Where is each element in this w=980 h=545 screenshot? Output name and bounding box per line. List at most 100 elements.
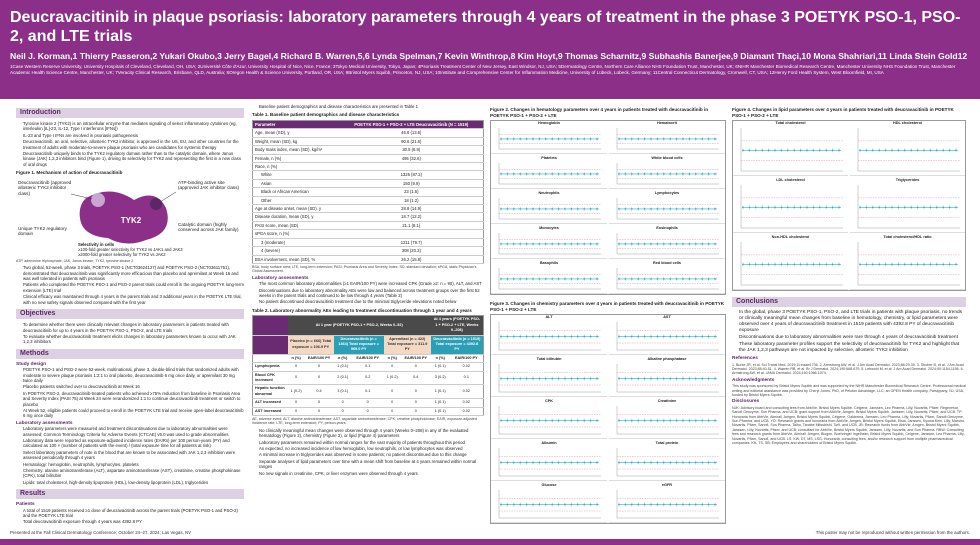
row-label: Other <box>252 196 340 206</box>
figure-grid: Total cholesterol HDL cholesterol LDL chol… <box>732 120 966 292</box>
cell: 0 <box>304 371 334 386</box>
point <box>583 173 586 176</box>
cell: 0.1 <box>351 362 384 372</box>
point <box>767 206 770 209</box>
column: Figure 2. Changes in hematology paramete… <box>490 104 726 524</box>
point <box>707 173 710 176</box>
point <box>624 138 627 141</box>
bullet: Deucravacitinib uniquely binds to the TY… <box>23 151 244 167</box>
table-row: Race, n (%) <box>252 162 484 172</box>
point <box>570 173 573 176</box>
point <box>532 243 534 246</box>
label: Deucravacitinib (approved allosteric TYK… <box>18 179 72 196</box>
point <box>694 420 697 422</box>
point <box>596 336 598 338</box>
point <box>780 149 783 152</box>
point <box>643 420 646 422</box>
point <box>675 336 678 338</box>
point <box>806 206 808 209</box>
point <box>675 278 678 281</box>
point <box>637 208 640 211</box>
point <box>596 462 598 464</box>
point <box>643 173 646 176</box>
point <box>512 208 515 211</box>
bullet: Placebo patients switched over to deucra… <box>23 384 244 389</box>
header-cell <box>252 335 288 355</box>
point <box>812 263 815 266</box>
cell: 1211 (79.7) <box>339 238 484 248</box>
point <box>682 278 684 281</box>
point <box>544 208 547 211</box>
panel-title: Red blood cells <box>652 261 682 266</box>
point <box>637 173 640 176</box>
point <box>707 462 710 464</box>
point <box>500 243 502 246</box>
point <box>570 378 573 380</box>
point <box>618 278 620 281</box>
subheading: Acknowledgments <box>732 377 775 383</box>
point <box>884 263 887 266</box>
point <box>754 263 757 266</box>
point <box>630 420 633 422</box>
panel-plot <box>498 198 601 220</box>
point <box>589 243 592 246</box>
row-label: Female, n (%) <box>252 154 340 164</box>
panel-title: eGFR <box>661 483 673 488</box>
panel-title: Total protein <box>655 441 679 446</box>
point <box>682 462 684 464</box>
point <box>793 263 796 266</box>
row-label: Disease duration, mean (SD), y <box>252 212 340 222</box>
point <box>551 336 554 338</box>
sub-header: EAIR/100 PY <box>449 354 484 364</box>
point <box>538 420 541 422</box>
point <box>576 336 579 338</box>
cell: 0 <box>304 398 334 408</box>
point <box>630 243 633 246</box>
cell: 0 <box>351 407 384 417</box>
point <box>512 420 515 422</box>
point <box>662 173 665 176</box>
cell: 23 (1.5) <box>339 187 484 197</box>
point <box>596 138 598 141</box>
subheading: Laboratory assessments <box>252 275 309 281</box>
row-label: ALT increased <box>252 398 288 408</box>
point <box>694 336 697 338</box>
point <box>662 378 665 380</box>
cell: 0 <box>383 384 401 400</box>
point <box>891 263 893 266</box>
row-label: Hepatic function abnormal <box>252 384 288 400</box>
bullet: Chemistry: alanine aminotransferase (ALT… <box>23 468 244 479</box>
table-row: Hepatic function abnormal 1 (0.2) 0.4 1 (0.… <box>252 384 484 400</box>
point <box>589 173 592 176</box>
panel: ALT <box>491 315 607 356</box>
cell: 0 <box>287 398 305 408</box>
cell: 28.8 (14.9) <box>339 204 484 214</box>
panel-plot <box>616 198 719 220</box>
point <box>643 138 646 141</box>
point <box>707 420 710 422</box>
point <box>596 504 598 506</box>
point <box>643 462 646 464</box>
point <box>650 462 652 464</box>
point <box>519 243 522 246</box>
panel-plot <box>498 322 601 351</box>
point <box>774 263 776 266</box>
point <box>923 206 925 209</box>
point <box>662 462 665 464</box>
point <box>884 149 887 152</box>
point <box>512 278 515 281</box>
point <box>564 138 566 141</box>
point <box>694 378 697 380</box>
cell: 150 (9.9) <box>339 179 484 189</box>
point <box>500 336 502 338</box>
table-row: Lymphopenia 0 0 1 (0.1) 0.1 0 0 1 (0.1) 0.02 <box>252 362 484 372</box>
section-heading: Introduction <box>16 108 244 118</box>
point <box>675 378 678 380</box>
bullet: At Week 52, eligible patients could proc… <box>23 408 244 419</box>
point <box>742 206 744 209</box>
point <box>714 336 716 338</box>
disclosures: NJK: Advisory board and consulting fees … <box>732 405 966 446</box>
point <box>780 263 783 266</box>
point <box>701 278 704 281</box>
point <box>929 206 932 209</box>
